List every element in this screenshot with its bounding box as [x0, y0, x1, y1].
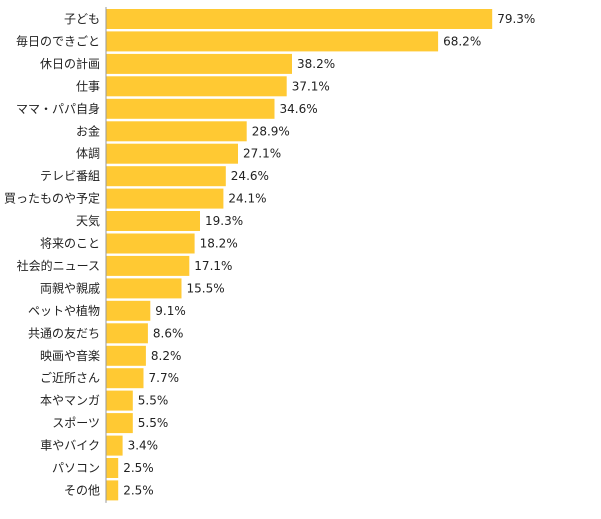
category-label: 映画や音楽: [40, 348, 100, 363]
category-label: 社会的ニュース: [17, 258, 100, 273]
category-label: 仕事: [76, 79, 100, 93]
value-label: 7.7%: [149, 371, 180, 385]
value-labels-group: 79.3% 68.2% 38.2% 37.1% 34.6% 28.9% 27.1% 24.6%…: [123, 12, 535, 497]
bar: [106, 9, 493, 29]
category-label: 将来のこと: [40, 237, 100, 251]
value-label: 2.5%: [123, 483, 154, 497]
bar: [106, 368, 144, 389]
bars-group: [106, 9, 493, 501]
value-label: 5.5%: [138, 394, 169, 408]
value-label: 3.4%: [128, 439, 159, 453]
category-label: ママ・パパ自身: [16, 101, 100, 116]
bar: [106, 76, 287, 97]
category-label: 毎日のできごと: [16, 34, 100, 49]
value-label: 38.2%: [297, 57, 335, 71]
bar: [106, 233, 195, 254]
value-label: 34.6%: [280, 102, 318, 116]
bar: [106, 98, 275, 119]
category-label: 本やマンガ: [40, 394, 100, 408]
category-label: テレビ番組: [40, 169, 100, 183]
value-label: 18.2%: [200, 237, 238, 251]
category-label: パソコン: [52, 461, 100, 475]
bar: [106, 323, 148, 344]
bar: [106, 188, 224, 209]
bar: [106, 143, 238, 164]
bar: [106, 345, 146, 366]
bar: [106, 413, 133, 434]
value-label: 24.1%: [228, 192, 266, 206]
category-label: ご近所さん: [40, 370, 100, 385]
value-label: 5.5%: [138, 416, 169, 430]
bar: [106, 255, 190, 276]
bar: [106, 211, 200, 231]
category-label: 共通の友だち: [28, 326, 100, 340]
bar: [106, 458, 119, 478]
category-label: 休日の計画: [40, 56, 100, 71]
value-label: 28.9%: [252, 124, 290, 138]
value-label: 37.1%: [292, 79, 330, 93]
bar: [106, 300, 151, 321]
category-label: お金: [76, 123, 100, 138]
value-label: 79.3%: [497, 12, 535, 26]
category-label: 買ったものや予定: [4, 191, 100, 206]
bar: [106, 121, 247, 142]
value-label: 15.5%: [187, 281, 225, 295]
category-labels-group: 子ども毎日のできごと休日の計画仕事ママ・パパ自身お金体調テレビ番組買ったものや予…: [4, 12, 100, 497]
bar: [106, 278, 182, 299]
category-label: 車やバイク: [40, 439, 100, 453]
value-label: 19.3%: [205, 214, 243, 228]
value-label: 8.2%: [151, 349, 182, 363]
category-label: 子ども: [64, 12, 100, 26]
value-label: 9.1%: [155, 304, 186, 318]
value-label: 24.6%: [231, 169, 269, 183]
bar: [106, 435, 123, 456]
value-label: 68.2%: [443, 35, 481, 49]
value-label: 27.1%: [243, 147, 281, 161]
bar: [106, 53, 292, 74]
category-label: その他: [64, 483, 100, 497]
value-label: 17.1%: [194, 259, 232, 273]
category-label: 天気: [76, 213, 100, 228]
category-label: スポーツ: [52, 416, 100, 430]
bar: [106, 480, 119, 501]
category-label: 体調: [76, 147, 100, 161]
bar: [106, 31, 439, 52]
category-label: 両親や親戚: [40, 281, 100, 295]
bar: [106, 166, 226, 187]
value-label: 8.6%: [153, 326, 184, 340]
value-label: 2.5%: [123, 461, 154, 475]
category-label: ペットや植物: [28, 303, 100, 318]
bar: [106, 390, 133, 411]
